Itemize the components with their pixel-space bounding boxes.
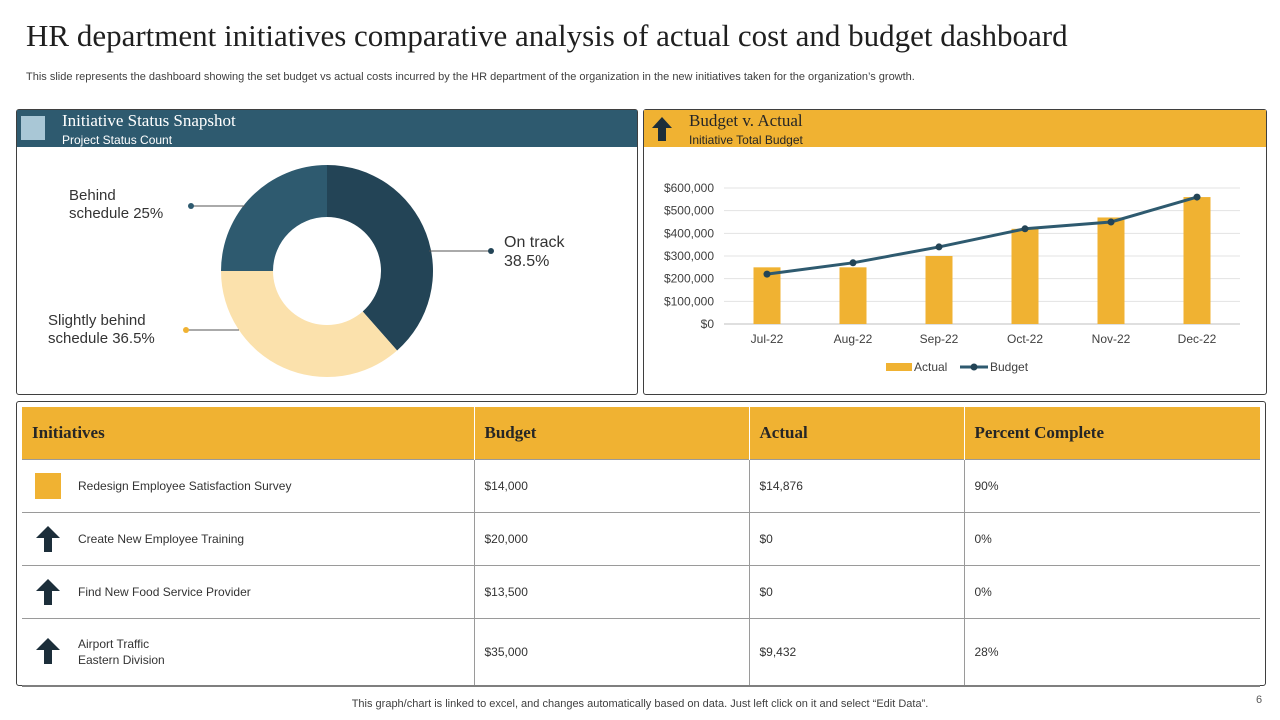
- initiative-name: Find New Food Service Provider: [78, 584, 251, 599]
- page-number: 6: [1256, 694, 1263, 706]
- table-row: Find New Food Service Provider $13,500 $…: [22, 564, 1260, 618]
- y-tick-label: $100,000: [664, 294, 714, 308]
- initiatives-table: Initiatives Budget Actual Percent Comple…: [22, 407, 1260, 687]
- up-arrow-icon: [652, 117, 672, 141]
- budget-actual-header: Budget v. Actual Initiative Total Budget: [644, 110, 1266, 147]
- budget-actual-subtitle: Initiative Total Budget: [689, 133, 803, 147]
- point-budget-Sep-22: [935, 243, 943, 251]
- point-budget-Dec-22: [1193, 193, 1201, 201]
- square-icon: [21, 116, 45, 140]
- header-initiatives: Initiatives: [22, 407, 475, 459]
- percent-cell: 90%: [964, 458, 1260, 512]
- leader-slightly-behind: [183, 327, 239, 333]
- footer-note: This graph/chart is linked to excel, and…: [351, 698, 929, 710]
- status-snapshot-header: Initiative Status Snapshot Project Statu…: [17, 110, 637, 147]
- y-tick-label: $200,000: [664, 272, 714, 286]
- x-tick-label: Sep-22: [920, 332, 959, 346]
- up-arrow-icon: [36, 578, 60, 605]
- budget-cell: $35,000: [474, 617, 750, 687]
- leader-behind-schedule: [188, 203, 245, 209]
- table-header-row: Initiatives Budget Actual Percent Comple…: [22, 407, 1260, 459]
- table-row: Create New Employee Training $20,000 $0 …: [22, 511, 1260, 565]
- header-actual: Actual: [749, 407, 965, 459]
- table-row: Airport Traffic Eastern Division $35,000…: [22, 617, 1260, 687]
- point-budget-Jul-22: [763, 270, 771, 278]
- initiative-name: Redesign Employee Satisfaction Survey: [78, 478, 292, 493]
- legend-budget: Budget: [990, 360, 1029, 374]
- y-tick-label: $500,000: [664, 204, 714, 218]
- legend-actual: Actual: [914, 360, 947, 374]
- initiatives-table-panel: Initiatives Budget Actual Percent Comple…: [16, 401, 1266, 687]
- donut-slice-on-track: [327, 165, 433, 351]
- actual-cell: $9,432: [749, 617, 965, 687]
- budget-actual-panel: Budget v. Actual Initiative Total Budget…: [643, 109, 1267, 395]
- bar-actual-Dec-22: [1183, 197, 1211, 324]
- label-on-track: On track 38.5%: [504, 234, 565, 270]
- initiative-cell: Airport Traffic Eastern Division: [22, 617, 475, 687]
- y-tick-label: $0: [701, 317, 715, 331]
- point-budget-Nov-22: [1107, 218, 1115, 226]
- header-percent-complete: Percent Complete: [974, 422, 1105, 442]
- initiative-cell: Find New Food Service Provider: [22, 564, 475, 618]
- label-behind-schedule: Behind schedule 25%: [69, 187, 164, 222]
- x-tick-label: Jul-22: [751, 332, 784, 346]
- budget-actual-chart: $0 $100,000 $200,000 $300,000 $400,000 $500,0…: [664, 181, 1240, 374]
- bar-actual-Sep-22: [925, 256, 953, 324]
- status-snapshot-title: Initiative Status Snapshot: [62, 111, 236, 130]
- y-tick-label: $400,000: [664, 226, 714, 240]
- x-tick-label: Nov-22: [1092, 332, 1131, 346]
- point-budget-Oct-22: [1021, 225, 1029, 233]
- y-tick-label: $600,000: [664, 181, 714, 195]
- percent-cell: 0%: [964, 511, 1260, 565]
- budget-cell: $20,000: [474, 511, 750, 565]
- header-budget: Budget: [474, 407, 750, 459]
- up-arrow-icon: [36, 637, 60, 664]
- donut-slice-behind-schedule: [221, 165, 327, 271]
- line-budget: [766, 195, 1198, 276]
- percent-cell: 0%: [964, 564, 1260, 618]
- square-icon: [35, 472, 61, 499]
- leader-on-track: [429, 248, 494, 254]
- label-slightly-behind: Slightly behind schedule 36.5%: [48, 312, 155, 347]
- y-tick-label: $300,000: [664, 249, 714, 263]
- budget-actual-title: Budget v. Actual: [689, 111, 803, 130]
- x-tick-label: Dec-22: [1178, 332, 1217, 346]
- x-tick-label: Aug-22: [834, 332, 873, 346]
- bar-actual-Oct-22: [1011, 228, 1039, 324]
- budget-cell: $13,500: [474, 564, 750, 618]
- actual-cell: $0: [749, 511, 965, 565]
- actual-cell: $14,876: [749, 458, 965, 512]
- status-snapshot-panel: Initiative Status Snapshot Project Statu…: [16, 109, 638, 395]
- initiative-cell: Create New Employee Training: [22, 511, 475, 565]
- x-tick-label: Oct-22: [1007, 332, 1043, 346]
- page-subtitle: This slide represents the dashboard show…: [26, 71, 915, 83]
- percent-cell: 28%: [964, 617, 1260, 687]
- bar-actual-Nov-22: [1097, 217, 1125, 324]
- bar-actual-Aug-22: [839, 267, 867, 324]
- initiative-name: Create New Employee Training: [78, 531, 245, 546]
- up-arrow-icon: [36, 525, 60, 552]
- donut-chart: [183, 165, 494, 377]
- table-row: Redesign Employee Satisfaction Survey $1…: [22, 458, 1260, 512]
- initiative-name: Airport Traffic Eastern Division: [78, 636, 165, 667]
- page-title: HR department initiatives comparative an…: [26, 18, 1068, 53]
- actual-cell: $0: [749, 564, 965, 618]
- donut-slice-slightly-behind: [221, 271, 398, 377]
- chart-legend: Actual Budget: [886, 360, 1029, 374]
- point-budget-Aug-22: [849, 259, 857, 267]
- status-snapshot-subtitle: Project Status Count: [62, 133, 173, 147]
- budget-cell: $14,000: [474, 458, 750, 512]
- initiative-cell: Redesign Employee Satisfaction Survey: [22, 458, 475, 512]
